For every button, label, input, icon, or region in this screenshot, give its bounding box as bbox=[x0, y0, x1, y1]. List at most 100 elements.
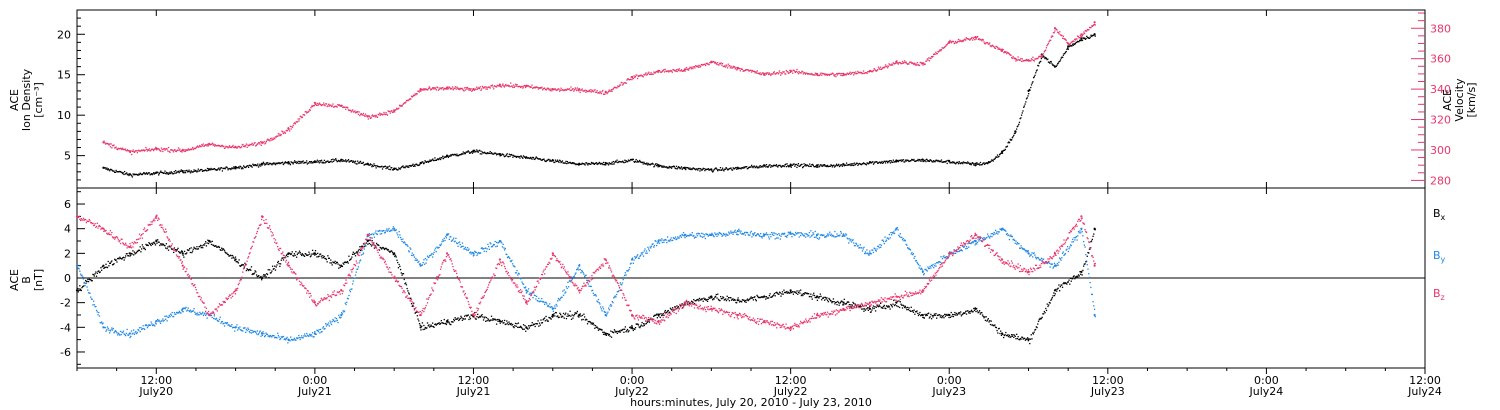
scatter-dot bbox=[472, 88, 474, 90]
scatter-dot bbox=[838, 72, 840, 75]
scatter-dot bbox=[488, 86, 490, 88]
scatter-dot bbox=[636, 161, 638, 163]
scatter-dot bbox=[662, 69, 664, 72]
scatter-dot bbox=[878, 67, 880, 69]
scatter-dot bbox=[589, 163, 591, 165]
scatter-dot bbox=[215, 245, 217, 247]
scatter-dot bbox=[653, 71, 655, 73]
scatter-dot bbox=[195, 248, 197, 250]
scatter-dot bbox=[107, 143, 109, 145]
scatter-dot bbox=[366, 163, 368, 166]
scatter-dot bbox=[753, 296, 755, 299]
scatter-dot bbox=[379, 246, 381, 249]
scatter-dot bbox=[370, 164, 372, 166]
scatter-dot bbox=[266, 333, 269, 336]
scatter-dot bbox=[459, 243, 461, 246]
scatter-dot bbox=[271, 270, 273, 272]
scatter-dot bbox=[724, 168, 726, 170]
scatter-dot bbox=[419, 263, 421, 265]
scatter-dot bbox=[995, 45, 997, 48]
scatter-dot bbox=[990, 320, 992, 322]
scatter-dot bbox=[668, 167, 670, 169]
scatter-dot bbox=[1069, 45, 1071, 47]
scatter-dot bbox=[397, 261, 399, 264]
scatter-dot bbox=[985, 316, 987, 318]
scatter-dot bbox=[838, 304, 840, 306]
scatter-dot bbox=[925, 313, 928, 316]
scatter-dot bbox=[836, 74, 839, 76]
scatter-dot bbox=[470, 151, 472, 154]
scatter-dot bbox=[774, 164, 776, 167]
scatter-dot bbox=[335, 320, 337, 322]
scatter-dot bbox=[458, 87, 460, 90]
scatter-dot bbox=[454, 240, 456, 242]
scatter-dot bbox=[78, 288, 80, 290]
scatter-dot bbox=[904, 161, 906, 163]
scatter-dot bbox=[627, 159, 630, 161]
scatter-dot bbox=[306, 160, 308, 162]
scatter-dot bbox=[490, 315, 493, 317]
scatter-dot bbox=[954, 162, 956, 165]
scatter-dot bbox=[899, 301, 901, 303]
scatter-dot bbox=[981, 314, 984, 316]
scatter-dot bbox=[166, 320, 168, 322]
scatter-dot bbox=[375, 233, 378, 235]
scatter-dot bbox=[374, 116, 377, 118]
scatter-dot bbox=[471, 152, 474, 154]
scatter-dot bbox=[334, 159, 336, 161]
scatter-dot bbox=[886, 65, 888, 67]
scatter-dot bbox=[604, 333, 606, 336]
scatter-dot bbox=[405, 284, 408, 286]
scatter-dot bbox=[1024, 339, 1027, 341]
scatter-dot bbox=[1006, 335, 1008, 337]
scatter-dot bbox=[400, 238, 402, 241]
scatter-dot bbox=[370, 234, 372, 236]
scatter-dot bbox=[695, 65, 697, 67]
scatter-dot bbox=[157, 318, 159, 321]
scatter-dot bbox=[180, 150, 182, 152]
scatter-dot bbox=[135, 251, 138, 254]
scatter-dot bbox=[933, 53, 936, 55]
scatter-dot bbox=[346, 261, 348, 263]
scatter-dot bbox=[988, 43, 990, 45]
scatter-dot bbox=[662, 166, 664, 169]
scatter-dot bbox=[1001, 50, 1003, 52]
scatter-dot bbox=[1020, 60, 1023, 62]
scatter-dot bbox=[851, 72, 853, 74]
scatter-dot bbox=[855, 304, 857, 306]
scatter-dot bbox=[254, 270, 256, 272]
scatter-dot bbox=[268, 139, 270, 141]
scatter-dot bbox=[173, 312, 176, 314]
scatter-dot bbox=[674, 306, 677, 308]
scatter-dot bbox=[897, 63, 899, 65]
scatter-dot bbox=[659, 316, 661, 319]
scatter-dot bbox=[531, 158, 533, 160]
scatter-dot bbox=[269, 269, 271, 271]
scatter-dot bbox=[822, 73, 824, 75]
scatter-dot bbox=[252, 144, 254, 146]
scatter-dot bbox=[916, 64, 918, 66]
scatter-dot bbox=[541, 158, 544, 161]
scatter-dot bbox=[236, 324, 238, 326]
scatter-dot bbox=[1011, 57, 1014, 59]
scatter-dot bbox=[435, 250, 437, 253]
scatter-dot bbox=[326, 105, 328, 108]
scatter-dot bbox=[649, 164, 651, 166]
scatter-dot bbox=[392, 226, 394, 228]
scatter-dot bbox=[759, 72, 761, 74]
scatter-dot bbox=[315, 333, 317, 335]
scatter-dot bbox=[548, 316, 550, 319]
scatter-dot bbox=[912, 159, 914, 161]
scatter-dot bbox=[459, 87, 462, 90]
scatter-dot bbox=[901, 304, 903, 306]
scatter-dot bbox=[188, 310, 190, 312]
scatter-dot bbox=[409, 298, 411, 300]
scatter-dot bbox=[106, 326, 109, 328]
scatter-dot bbox=[381, 230, 384, 232]
scatter-dot bbox=[862, 162, 865, 164]
scatter-dot bbox=[326, 261, 328, 263]
scatter-dot bbox=[357, 268, 359, 270]
scatter-dot bbox=[756, 167, 758, 169]
scatter-dot bbox=[644, 162, 646, 165]
scatter-dot bbox=[661, 166, 663, 168]
